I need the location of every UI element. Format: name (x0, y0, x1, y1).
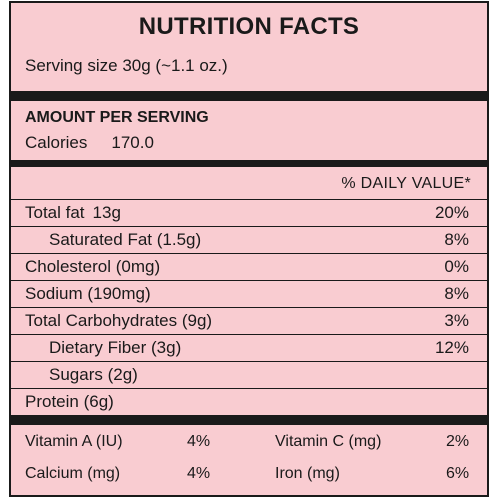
iron-percent: 6% (446, 465, 470, 482)
nutrient-row-sodium: Sodium (190mg) 8% (11, 281, 487, 307)
nutrient-row-cholesterol: Cholesterol (0mg) 0% (11, 254, 487, 280)
nutrient-name: Cholesterol (0mg) (25, 257, 161, 276)
nutrient-amount: 13g (92, 203, 121, 222)
thick-divider-top (11, 91, 487, 101)
nutrient-row-total-fat: Total fat 13g 20% (11, 200, 487, 226)
vitamin-name: Vitamin C (mg) (275, 433, 382, 450)
vitamin-c-row: Vitamin C (mg) (275, 433, 381, 451)
nutrient-row-dietary-fiber: Dietary Fiber (3g) 12% (11, 335, 487, 361)
nutrient-row-sugars: Sugars (2g) (11, 362, 487, 388)
calories-row: Calories 170.0 (25, 133, 154, 153)
vitamin-name: Vitamin A (IU) (25, 433, 123, 450)
label-title: NUTRITION FACTS (138, 13, 360, 40)
vitamin-a-row: Vitamin A (IU) (25, 433, 123, 451)
serving-size: Serving size 30g (~1.1 oz.) (25, 56, 228, 75)
nutrient-name: Protein (6g) (25, 392, 114, 411)
iron-row: Iron (mg) (275, 465, 340, 483)
thick-divider-bottom (11, 415, 487, 425)
nutrition-facts-label: NUTRITION FACTS Serving size 30g (~1.1 o… (9, 1, 489, 497)
calories-label: Calories (25, 133, 88, 152)
nutrient-percent: 8% (444, 230, 469, 249)
row-divider (11, 334, 487, 335)
vitamin-name: Iron (mg) (275, 465, 340, 482)
nutrient-name: Sodium (190mg) (25, 284, 151, 303)
nutrient-percent: 3% (444, 311, 469, 330)
row-divider (11, 307, 487, 308)
calories-value: 170.0 (111, 133, 154, 152)
nutrient-percent: 20% (434, 203, 469, 222)
daily-value-header: % DAILY VALUE* (341, 175, 471, 192)
row-divider (11, 388, 487, 389)
vitamin-name: Calcium (mg) (25, 465, 121, 482)
nutrient-row-protein: Protein (6g) (11, 389, 487, 415)
nutrient-name: Dietary Fiber (3g) (49, 338, 182, 357)
nutrient-percent: 0% (444, 257, 469, 276)
nutrient-percent: 12% (434, 338, 469, 357)
nutrient-name: Total Carbohydrates (9g) (25, 311, 213, 330)
vitamin-a-percent: 4% (187, 433, 211, 450)
row-divider (11, 280, 487, 281)
nutrient-row-total-carbohydrates: Total Carbohydrates (9g) 3% (11, 308, 487, 334)
amount-per-serving-heading: AMOUNT PER SERVING (25, 109, 209, 126)
row-divider (11, 253, 487, 254)
nutrient-name: Saturated Fat (1.5g) (49, 230, 202, 249)
row-divider (11, 361, 487, 362)
nutrient-row-saturated-fat: Saturated Fat (1.5g) 8% (11, 227, 487, 253)
nutrient-name: Total fat (25, 203, 85, 222)
row-divider (11, 226, 487, 227)
calcium-percent: 4% (187, 465, 211, 482)
nutrient-name: Sugars (2g) (49, 365, 138, 384)
row-divider (11, 199, 487, 200)
thick-divider-middle (11, 160, 487, 167)
nutrient-percent: 8% (444, 284, 469, 303)
calcium-row: Calcium (mg) (25, 465, 120, 483)
vitamin-c-percent: 2% (446, 433, 470, 450)
